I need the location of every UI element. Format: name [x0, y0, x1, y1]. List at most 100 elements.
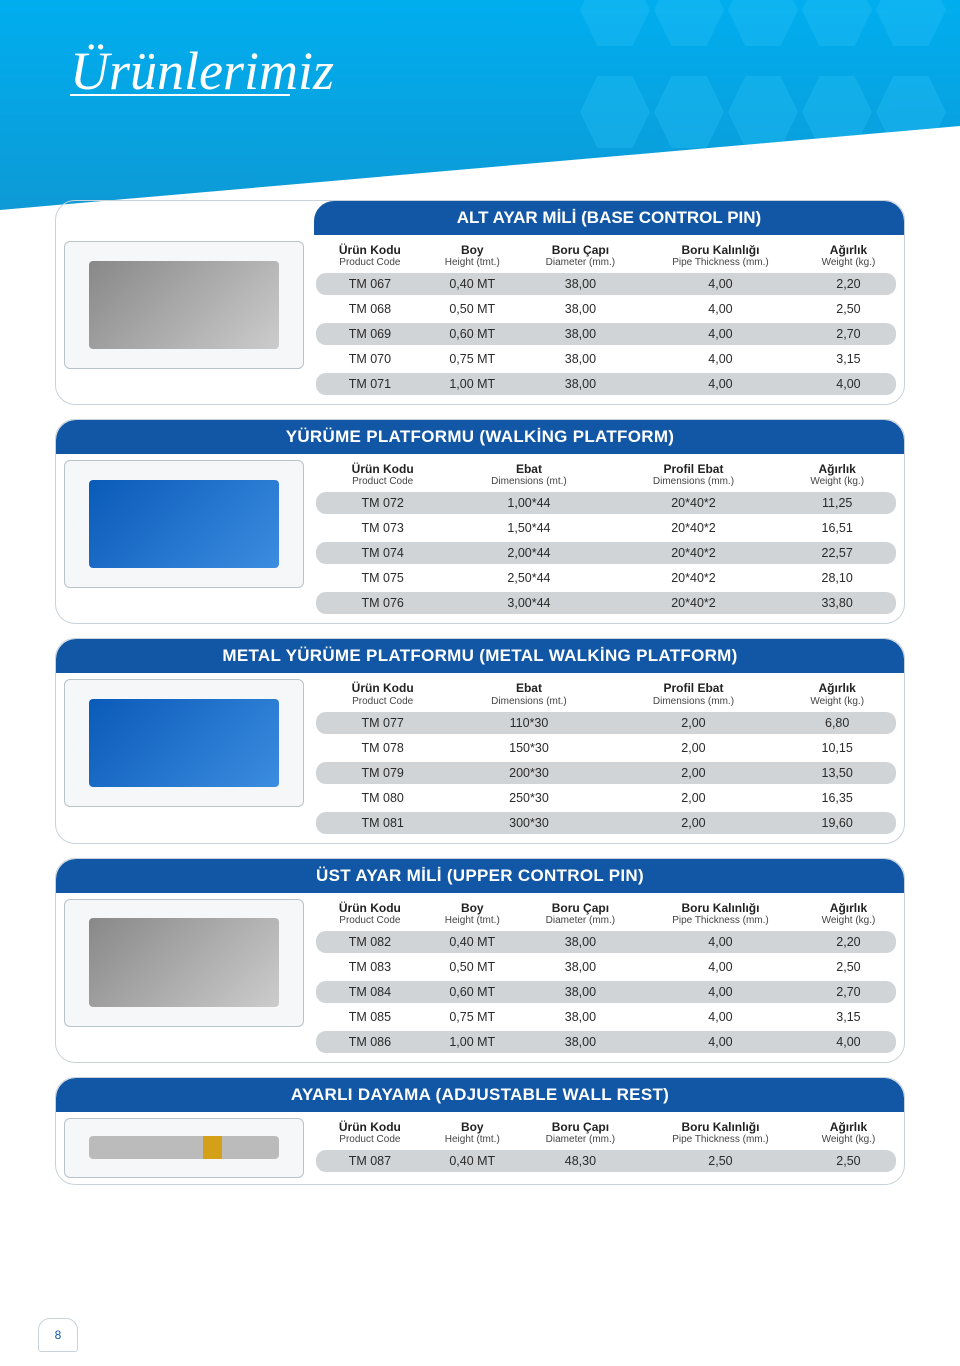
column-subheader: Dimensions (mm.): [613, 696, 775, 707]
column-subheader: Height (tmt.): [428, 1134, 517, 1145]
column-header: Boru KalınlığıPipe Thickness (mm.): [640, 1121, 801, 1147]
table-cell: TM 083: [316, 956, 424, 978]
table-row: TM 0840,60 MT38,004,002,70: [316, 981, 896, 1003]
table-cell: 38,00: [521, 298, 640, 320]
table-cell: TM 069: [316, 323, 424, 345]
table-cell: 150*30: [449, 737, 608, 759]
section-title: ALT AYAR MİLİ (BASE CONTROL PIN): [314, 201, 904, 235]
table-cell: 2,50: [801, 298, 896, 320]
table-cell: 2,70: [801, 323, 896, 345]
column-header: Boru KalınlığıPipe Thickness (mm.): [640, 244, 801, 270]
product-section: AYARLI DAYAMA (ADJUSTABLE WALL REST) Ürü…: [55, 1077, 905, 1185]
product-image-box: [64, 1118, 304, 1178]
table-cell: 38,00: [521, 931, 640, 953]
table-cell: 20*40*2: [609, 517, 779, 539]
table-cell: 33,80: [778, 592, 896, 614]
column-header: EbatDimensions (mt.): [449, 463, 608, 489]
section-body: Ürün KoduProduct CodeBoyHeight (tmt.)Bor…: [56, 235, 904, 400]
table-cell: 2,20: [801, 273, 896, 295]
table-cell: TM 068: [316, 298, 424, 320]
table-cell: 20*40*2: [609, 542, 779, 564]
column-header: AğırlıkWeight (kg.): [801, 902, 896, 928]
column-header: Boru ÇapıDiameter (mm.): [521, 902, 640, 928]
column-header: AğırlıkWeight (kg.): [778, 463, 896, 489]
table-cell: TM 080: [316, 787, 449, 809]
table-cell: 0,50 MT: [424, 298, 521, 320]
table-row: TM 0700,75 MT38,004,003,15: [316, 348, 896, 370]
column-header: Profil EbatDimensions (mm.): [609, 682, 779, 708]
table-cell: 2,00: [609, 712, 779, 734]
table-cell: 6,80: [778, 712, 896, 734]
product-table: Ürün KoduProduct CodeBoyHeight (tmt.)Bor…: [316, 899, 896, 1056]
table-cell: 11,25: [778, 492, 896, 514]
table-row: TM 0830,50 MT38,004,002,50: [316, 956, 896, 978]
product-section: METAL YÜRÜME PLATFORMU (METAL WALKİNG PL…: [55, 638, 905, 843]
product-image-placeholder: [89, 480, 279, 568]
table-cell: 48,30: [521, 1150, 640, 1172]
column-subheader: Product Code: [320, 476, 445, 487]
column-subheader: Diameter (mm.): [525, 1134, 636, 1145]
column-header: EbatDimensions (mt.): [449, 682, 608, 708]
product-table: Ürün KoduProduct CodeBoyHeight (tmt.)Bor…: [316, 241, 896, 398]
column-subheader: Pipe Thickness (mm.): [644, 1134, 797, 1145]
column-header: Boru ÇapıDiameter (mm.): [521, 244, 640, 270]
column-header: Profil EbatDimensions (mm.): [609, 463, 779, 489]
product-section: ÜST AYAR MİLİ (UPPER CONTROL PIN) Ürün K…: [55, 858, 905, 1063]
table-row: TM 0820,40 MT38,004,002,20: [316, 931, 896, 953]
column-subheader: Dimensions (mm.): [613, 476, 775, 487]
table-cell: TM 077: [316, 712, 449, 734]
table-cell: 4,00: [640, 956, 801, 978]
table-cell: 4,00: [801, 1031, 896, 1053]
table-row: TM 0861,00 MT38,004,004,00: [316, 1031, 896, 1053]
section-title: METAL YÜRÜME PLATFORMU (METAL WALKİNG PL…: [56, 639, 904, 673]
table-cell: 4,00: [640, 298, 801, 320]
section-body: Ürün KoduProduct CodeBoyHeight (tmt.)Bor…: [56, 1112, 904, 1180]
section-title: AYARLI DAYAMA (ADJUSTABLE WALL REST): [56, 1078, 904, 1112]
section-title: YÜRÜME PLATFORMU (WALKİNG PLATFORM): [56, 420, 904, 454]
column-subheader: Pipe Thickness (mm.): [644, 915, 797, 926]
table-cell: 0,40 MT: [424, 1150, 521, 1172]
product-image-box: [64, 679, 304, 807]
table-cell: 4,00: [640, 1031, 801, 1053]
table-cell: 4,00: [640, 273, 801, 295]
column-subheader: Weight (kg.): [805, 1134, 892, 1145]
page-number-badge: 8: [38, 1318, 78, 1352]
column-header: BoyHeight (tmt.): [424, 902, 521, 928]
table-cell: 20*40*2: [609, 567, 779, 589]
table-cell: TM 067: [316, 273, 424, 295]
top-gradient-bg: [0, 0, 960, 210]
table-cell: 0,50 MT: [424, 956, 521, 978]
product-table: Ürün KoduProduct CodeEbatDimensions (mt.…: [316, 460, 896, 617]
table-cell: 2,00: [609, 737, 779, 759]
table-row: TM 0711,00 MT38,004,004,00: [316, 373, 896, 395]
column-header: Ürün KoduProduct Code: [316, 244, 424, 270]
table-cell: TM 073: [316, 517, 449, 539]
section-header-row: ALT AYAR MİLİ (BASE CONTROL PIN): [56, 201, 904, 235]
section-body: Ürün KoduProduct CodeEbatDimensions (mt.…: [56, 673, 904, 838]
table-cell: 4,00: [640, 348, 801, 370]
table-cell: 0,60 MT: [424, 981, 521, 1003]
column-header: Boru KalınlığıPipe Thickness (mm.): [640, 902, 801, 928]
table-cell: TM 070: [316, 348, 424, 370]
table-row: TM 0690,60 MT38,004,002,70: [316, 323, 896, 345]
table-cell: 0,40 MT: [424, 931, 521, 953]
column-header: BoyHeight (tmt.): [424, 1121, 521, 1147]
product-section: ALT AYAR MİLİ (BASE CONTROL PIN) Ürün Ko…: [55, 200, 905, 405]
table-cell: 38,00: [521, 348, 640, 370]
table-row: TM 0742,00*4420*40*222,57: [316, 542, 896, 564]
table-cell: 1,00*44: [449, 492, 608, 514]
table-cell: 2,00*44: [449, 542, 608, 564]
column-header: AğırlıkWeight (kg.): [778, 682, 896, 708]
table-row: TM 0752,50*4420*40*228,10: [316, 567, 896, 589]
table-cell: TM 071: [316, 373, 424, 395]
table-cell: TM 085: [316, 1006, 424, 1028]
column-subheader: Product Code: [320, 915, 420, 926]
table-cell: 200*30: [449, 762, 608, 784]
product-image-placeholder: [89, 699, 279, 787]
table-cell: 2,00: [609, 787, 779, 809]
column-header: Ürün KoduProduct Code: [316, 682, 449, 708]
table-cell: 4,00: [640, 1006, 801, 1028]
column-subheader: Weight (kg.): [805, 915, 892, 926]
table-cell: 20*40*2: [609, 492, 779, 514]
hexagon-pattern: [580, 0, 960, 170]
